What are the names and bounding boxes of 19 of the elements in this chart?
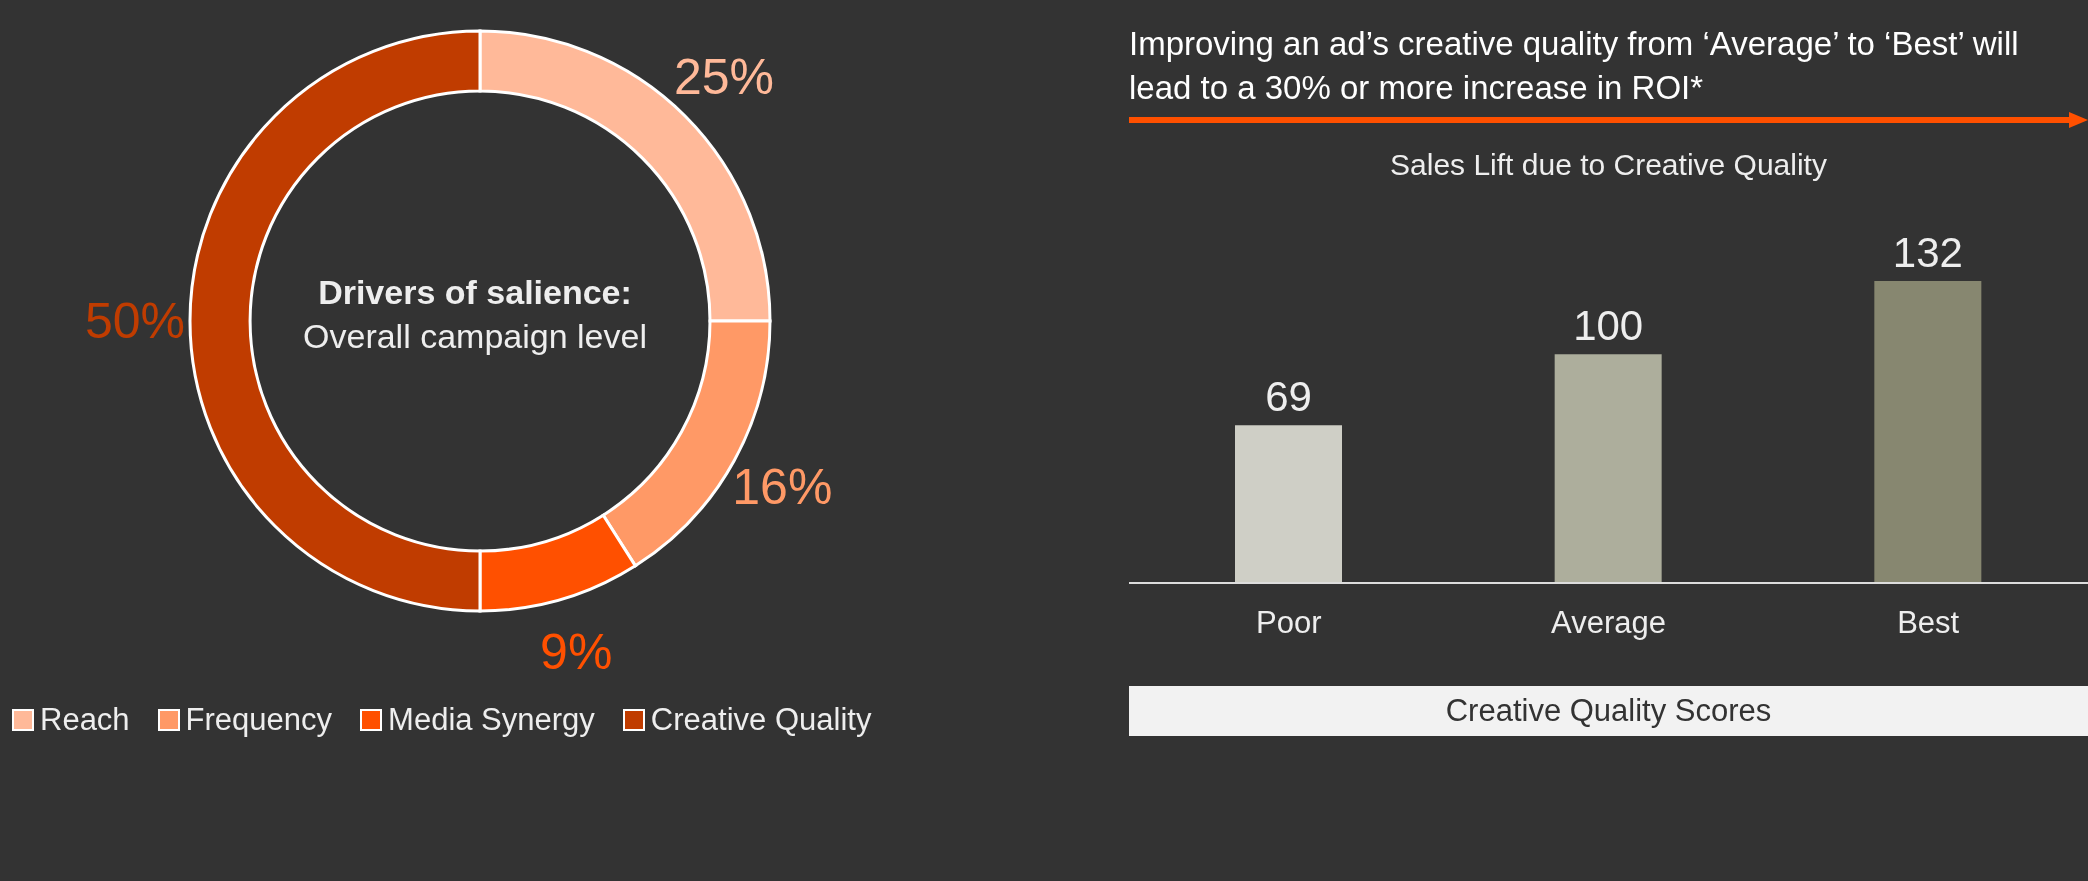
- legend-label: Creative Quality: [650, 702, 872, 738]
- data-label: 25%: [673, 49, 774, 106]
- data-label: 9%: [540, 624, 613, 681]
- legend-label: Frequency: [185, 702, 333, 738]
- data-label: 16%: [732, 459, 833, 516]
- legend-label: Reach: [40, 702, 130, 738]
- legend-label: Media Synergy: [388, 702, 595, 738]
- data-label: 132: [1892, 229, 1963, 276]
- text: Drivers of salience:: [317, 272, 633, 313]
- data-label: 100: [1573, 302, 1644, 350]
- x-axis-title: Creative Quality Scores: [1129, 686, 2088, 736]
- data-label: 69: [1265, 373, 1312, 421]
- chart-title: Sales Lift due to Creative Quality: [1389, 148, 1828, 182]
- x-tick-label: Best: [1897, 605, 1960, 641]
- text: Overall campaign level: [302, 316, 648, 357]
- data-label: 50%: [84, 293, 186, 349]
- x-tick-label: Poor: [1256, 605, 1322, 641]
- x-tick-label: Average: [1551, 605, 1666, 641]
- text: Improving an ad’s creative quality from ‘Average’ to ‘Best’ will lead to a 30% or more increase in ROI*: [1129, 24, 2020, 108]
